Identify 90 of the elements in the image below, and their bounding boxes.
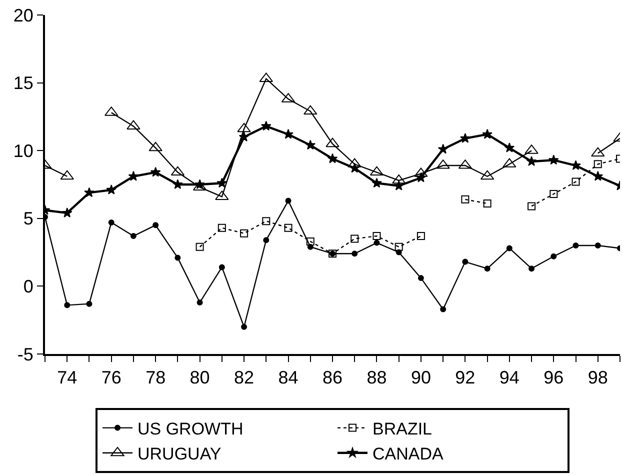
point	[594, 242, 601, 249]
legend-label: URUGUAY	[138, 444, 222, 464]
point	[326, 138, 340, 148]
point	[196, 242, 204, 251]
point	[572, 242, 579, 249]
point	[592, 170, 604, 181]
point	[440, 306, 446, 312]
point	[306, 237, 314, 246]
point	[152, 222, 159, 228]
point	[148, 142, 162, 152]
point	[482, 128, 492, 139]
point	[60, 170, 74, 180]
y-tick-label: 20	[13, 5, 34, 26]
y-tick-label: 15	[13, 73, 34, 94]
point	[392, 174, 406, 184]
x-tick-label: 76	[101, 368, 122, 388]
point	[327, 153, 338, 164]
point	[218, 224, 226, 232]
x-tick-label: 90	[410, 368, 431, 388]
point	[570, 160, 581, 170]
point	[304, 105, 318, 115]
point	[528, 202, 536, 210]
point	[128, 170, 139, 181]
point	[349, 162, 360, 173]
point	[283, 128, 294, 139]
point	[372, 178, 382, 188]
point	[418, 275, 424, 282]
point	[504, 142, 515, 152]
point	[106, 184, 117, 194]
point	[526, 156, 537, 166]
x-tick-label: 84	[278, 368, 298, 388]
point	[394, 180, 404, 190]
point	[150, 166, 161, 177]
point	[594, 160, 602, 168]
point	[374, 240, 380, 246]
point	[284, 224, 292, 232]
point	[238, 132, 250, 142]
y-tick-label: 10	[13, 140, 34, 161]
point	[237, 122, 251, 132]
point	[548, 154, 559, 165]
point	[591, 147, 605, 157]
x-tick-label: 78	[146, 368, 166, 388]
point	[260, 120, 272, 131]
x-tick-label: 82	[234, 368, 254, 388]
point	[174, 254, 181, 261]
point	[352, 250, 358, 257]
point	[550, 190, 558, 198]
x-tick-label: 80	[190, 368, 210, 388]
legend-label: CANADA	[372, 444, 444, 464]
point	[84, 187, 94, 198]
point	[416, 172, 426, 182]
point	[216, 178, 228, 188]
x-tick-label: 86	[322, 368, 343, 388]
point	[305, 140, 316, 150]
point	[172, 179, 183, 189]
point	[438, 144, 448, 154]
x-tick-label: 96	[544, 368, 564, 388]
point	[241, 324, 248, 330]
point	[86, 300, 92, 307]
point	[64, 302, 70, 308]
point	[506, 245, 512, 252]
point	[240, 229, 248, 238]
point	[62, 208, 72, 218]
point	[262, 217, 270, 226]
y-tick-label: -5	[17, 344, 34, 364]
legend-label: BRAZIL	[372, 419, 432, 438]
point	[263, 237, 270, 244]
x-tick-label: 88	[366, 368, 387, 388]
point	[285, 198, 292, 204]
point	[484, 266, 490, 272]
point	[572, 178, 580, 186]
x-tick-label: 74	[57, 368, 78, 388]
point	[130, 233, 136, 240]
point	[528, 266, 535, 272]
point	[416, 232, 425, 240]
y-tick-label: 5	[23, 208, 34, 229]
point	[108, 219, 114, 226]
x-tick-label: 94	[499, 368, 520, 388]
legend-label: US GROWTH	[138, 419, 244, 438]
x-tick-label: 98	[588, 368, 608, 388]
point	[462, 258, 468, 265]
point	[460, 133, 470, 143]
y-tick-label: 0	[23, 276, 34, 296]
x-tick-label: 92	[455, 368, 476, 388]
point	[394, 242, 403, 251]
point	[350, 234, 359, 243]
point	[218, 264, 225, 270]
point	[196, 299, 203, 306]
point	[372, 232, 381, 240]
point	[550, 253, 557, 260]
